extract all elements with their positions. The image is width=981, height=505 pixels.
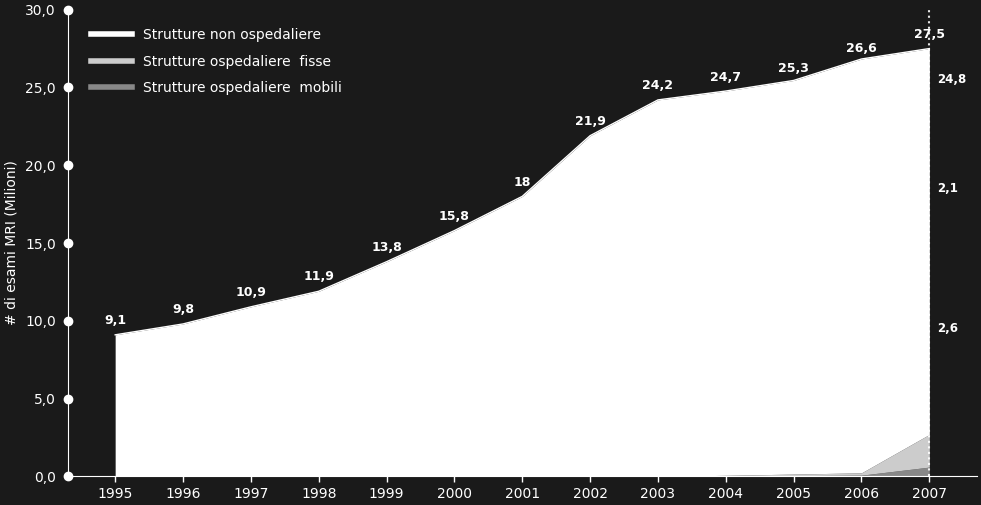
Text: 27,5: 27,5 <box>914 28 945 41</box>
Text: 24,2: 24,2 <box>643 79 673 92</box>
Text: 25,3: 25,3 <box>778 62 809 75</box>
Text: 15,8: 15,8 <box>439 210 470 223</box>
Text: 9,8: 9,8 <box>172 303 194 316</box>
Text: 10,9: 10,9 <box>235 286 266 299</box>
Y-axis label: # di esami MRI (Milioni): # di esami MRI (Milioni) <box>4 161 19 326</box>
Text: 18: 18 <box>514 176 531 188</box>
Text: 2,6: 2,6 <box>938 322 958 335</box>
Text: 13,8: 13,8 <box>371 241 402 254</box>
Text: 2,1: 2,1 <box>938 182 958 195</box>
Legend: Strutture non ospedaliere, Strutture ospedaliere  fisse, Strutture ospedaliere  : Strutture non ospedaliere, Strutture osp… <box>83 21 349 102</box>
Text: 26,6: 26,6 <box>847 42 877 55</box>
Text: 11,9: 11,9 <box>303 271 335 283</box>
Text: 21,9: 21,9 <box>575 115 605 128</box>
Text: 9,1: 9,1 <box>104 314 127 327</box>
Text: 24,8: 24,8 <box>938 73 966 86</box>
Text: 24,7: 24,7 <box>710 71 742 84</box>
